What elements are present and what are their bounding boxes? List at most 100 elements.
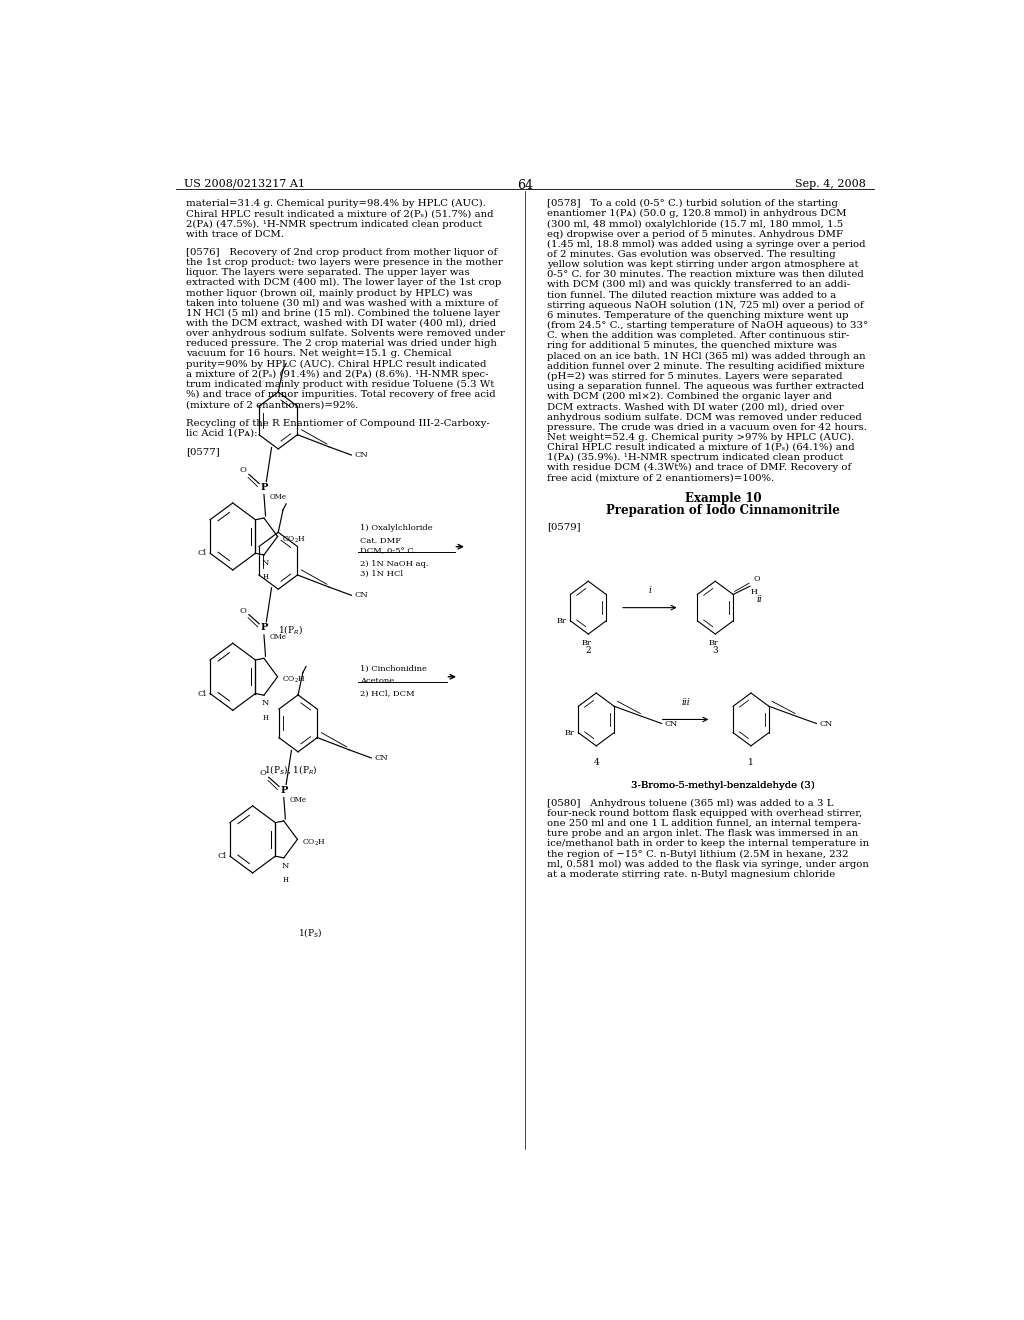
Text: 2) 1N NaOH aq.: 2) 1N NaOH aq.: [359, 560, 428, 568]
Text: OMe: OMe: [290, 796, 306, 804]
Text: of 2 minutes. Gas evolution was observed. The resulting: of 2 minutes. Gas evolution was observed…: [547, 249, 836, 259]
Text: placed on an ice bath. 1N HCl (365 ml) was added through an: placed on an ice bath. 1N HCl (365 ml) w…: [547, 351, 865, 360]
Text: the 1st crop product: two layers were presence in the mother: the 1st crop product: two layers were pr…: [186, 257, 503, 267]
Text: 3: 3: [713, 647, 718, 655]
Text: with residue DCM (4.3Wt%) and trace of DMF. Recovery of: with residue DCM (4.3Wt%) and trace of D…: [547, 463, 851, 473]
Text: H: H: [262, 714, 268, 722]
Text: $\mathregular{CO_2H}$: $\mathregular{CO_2H}$: [283, 535, 306, 545]
Text: i: i: [648, 586, 651, 595]
Text: 1(P$_R$): 1(P$_R$): [279, 623, 303, 636]
Text: stirring aqueous NaOH solution (1N, 725 ml) over a period of: stirring aqueous NaOH solution (1N, 725 …: [547, 301, 864, 310]
Text: Br: Br: [709, 639, 719, 647]
Text: with trace of DCM.: with trace of DCM.: [186, 230, 284, 239]
Text: purity=90% by HPLC (AUC). Chiral HPLC result indicated: purity=90% by HPLC (AUC). Chiral HPLC re…: [186, 359, 486, 368]
Text: Preparation of Iodo Cinnamonitrile: Preparation of Iodo Cinnamonitrile: [606, 504, 840, 517]
Text: CN: CN: [819, 719, 833, 727]
Text: [0577]: [0577]: [186, 447, 220, 455]
Text: 1N HCl (5 ml) and brine (15 ml). Combined the toluene layer: 1N HCl (5 ml) and brine (15 ml). Combine…: [186, 309, 500, 318]
Text: O: O: [259, 770, 266, 777]
Text: ml, 0.581 mol) was added to the flask via syringe, under argon: ml, 0.581 mol) was added to the flask vi…: [547, 859, 869, 869]
Text: the region of −15° C. n-Butyl lithium (2.5M in hexane, 232: the region of −15° C. n-Butyl lithium (2…: [547, 850, 849, 859]
Text: 0-5° C. for 30 minutes. The reaction mixture was then diluted: 0-5° C. for 30 minutes. The reaction mix…: [547, 271, 864, 280]
Text: $\mathregular{CO_2H}$: $\mathregular{CO_2H}$: [283, 675, 306, 685]
Text: 1(P$_S$), 1(P$_R$): 1(P$_S$), 1(P$_R$): [264, 763, 317, 776]
Text: P: P: [260, 623, 267, 632]
Text: Example 10: Example 10: [685, 492, 762, 504]
Text: 3-Bromo-5-methyl-benzaldehyde (3): 3-Bromo-5-methyl-benzaldehyde (3): [631, 780, 815, 789]
Text: [0576]   Recovery of 2nd crop product from mother liquor of: [0576] Recovery of 2nd crop product from…: [186, 248, 498, 257]
Text: ii: ii: [757, 595, 762, 605]
Text: mother liquor (brown oil, mainly product by HPLC) was: mother liquor (brown oil, mainly product…: [186, 289, 472, 297]
Text: yellow solution was kept stirring under argon atmosphere at: yellow solution was kept stirring under …: [547, 260, 858, 269]
Text: tion funnel. The diluted reaction mixture was added to a: tion funnel. The diluted reaction mixtur…: [547, 290, 837, 300]
Text: enantiomer 1(Pᴀ) (50.0 g, 120.8 mmol) in anhydrous DCM: enantiomer 1(Pᴀ) (50.0 g, 120.8 mmol) in…: [547, 210, 847, 218]
Text: Br: Br: [564, 729, 574, 737]
Text: 6 minutes. Temperature of the quenching mixture went up: 6 minutes. Temperature of the quenching …: [547, 312, 849, 319]
Text: 1(P$_S$): 1(P$_S$): [298, 925, 323, 939]
Text: using a separation funnel. The aqueous was further extracted: using a separation funnel. The aqueous w…: [547, 381, 864, 391]
Text: US 2008/0213217 A1: US 2008/0213217 A1: [183, 178, 304, 189]
Text: N: N: [262, 700, 269, 708]
Text: CN: CN: [354, 591, 369, 599]
Text: 1) Oxalylchloride: 1) Oxalylchloride: [359, 524, 432, 532]
Text: 2: 2: [586, 647, 591, 655]
Text: ture probe and an argon inlet. The flask was immersed in an: ture probe and an argon inlet. The flask…: [547, 829, 858, 838]
Text: reduced pressure. The 2 crop material was dried under high: reduced pressure. The 2 crop material wa…: [186, 339, 497, 348]
Text: Cl: Cl: [218, 853, 226, 861]
Text: 3) 1N HCl: 3) 1N HCl: [359, 570, 402, 578]
Text: extracted with DCM (400 ml). The lower layer of the 1st crop: extracted with DCM (400 ml). The lower l…: [186, 279, 502, 288]
Text: one 250 ml and one 1 L addition funnel, an internal tempera-: one 250 ml and one 1 L addition funnel, …: [547, 818, 861, 828]
Text: eq) dropwise over a period of 5 minutes. Anhydrous DMF: eq) dropwise over a period of 5 minutes.…: [547, 230, 843, 239]
Text: vacuum for 16 hours. Net weight=15.1 g. Chemical: vacuum for 16 hours. Net weight=15.1 g. …: [186, 350, 452, 359]
Text: O: O: [240, 607, 247, 615]
Text: trum indicated mainly product with residue Toluene (5.3 Wt: trum indicated mainly product with resid…: [186, 380, 495, 389]
Text: taken into toluene (30 ml) and was washed with a mixture of: taken into toluene (30 ml) and was washe…: [186, 298, 498, 308]
Text: CN: CN: [354, 451, 369, 459]
Text: H: H: [751, 589, 758, 597]
Text: lic Acid 1(Pᴀ):: lic Acid 1(Pᴀ):: [186, 429, 257, 438]
Text: N: N: [262, 558, 269, 568]
Text: H: H: [262, 573, 268, 581]
Text: 3-Bromo-5-methyl-benzaldehyde (3): 3-Bromo-5-methyl-benzaldehyde (3): [631, 780, 815, 789]
Text: with DCM (300 ml) and was quickly transferred to an addi-: with DCM (300 ml) and was quickly transf…: [547, 280, 850, 289]
Text: C. when the addition was completed. After continuous stir-: C. when the addition was completed. Afte…: [547, 331, 849, 341]
Text: Cl: Cl: [198, 549, 207, 557]
Text: [0578]   To a cold (0-5° C.) turbid solution of the starting: [0578] To a cold (0-5° C.) turbid soluti…: [547, 199, 838, 209]
Text: Cat. DMF: Cat. DMF: [359, 536, 400, 545]
Text: 1(Pᴀ) (35.9%). ¹H-NMR spectrum indicated clean product: 1(Pᴀ) (35.9%). ¹H-NMR spectrum indicated…: [547, 453, 844, 462]
Text: ring for additional 5 minutes, the quenched mixture was: ring for additional 5 minutes, the quenc…: [547, 342, 837, 350]
Text: Acetone: Acetone: [359, 677, 394, 685]
Text: material=31.4 g. Chemical purity=98.4% by HPLC (AUC).: material=31.4 g. Chemical purity=98.4% b…: [186, 199, 486, 209]
Text: liquor. The layers were separated. The upper layer was: liquor. The layers were separated. The u…: [186, 268, 470, 277]
Text: DCM, 0-5° C.: DCM, 0-5° C.: [359, 546, 416, 554]
Text: (300 ml, 48 mmol) oxalylchloride (15.7 ml, 180 mmol, 1.5: (300 ml, 48 mmol) oxalylchloride (15.7 m…: [547, 219, 843, 228]
Text: 2(Pᴀ) (47.5%). ¹H-NMR spectrum indicated clean product: 2(Pᴀ) (47.5%). ¹H-NMR spectrum indicated…: [186, 219, 482, 228]
Text: [0579]: [0579]: [547, 523, 581, 531]
Text: free acid (mixture of 2 enantiomers)=100%.: free acid (mixture of 2 enantiomers)=100…: [547, 474, 774, 483]
Text: four-neck round bottom flask equipped with overhead stirrer,: four-neck round bottom flask equipped wi…: [547, 809, 862, 818]
Text: P: P: [260, 483, 267, 492]
Text: anhydrous sodium sulfate. DCM was removed under reduced: anhydrous sodium sulfate. DCM was remove…: [547, 412, 862, 421]
Text: over anhydrous sodium sulfate. Solvents were removed under: over anhydrous sodium sulfate. Solvents …: [186, 329, 505, 338]
Text: CN: CN: [375, 754, 388, 762]
Text: iii: iii: [681, 698, 690, 708]
Text: DCM extracts. Washed with DI water (200 ml), dried over: DCM extracts. Washed with DI water (200 …: [547, 403, 844, 412]
Text: 1: 1: [749, 758, 754, 767]
Text: with the DCM extract, washed with DI water (400 ml), dried: with the DCM extract, washed with DI wat…: [186, 319, 496, 327]
Text: 4: 4: [593, 758, 599, 767]
Text: %) and trace of minor impurities. Total recovery of free acid: %) and trace of minor impurities. Total …: [186, 391, 496, 399]
Text: a mixture of 2(Pₛ) (91.4%) and 2(Pᴀ) (8.6%). ¹H-NMR spec-: a mixture of 2(Pₛ) (91.4%) and 2(Pᴀ) (8.…: [186, 370, 488, 379]
Text: (pH=2) was stirred for 5 minutes. Layers were separated: (pH=2) was stirred for 5 minutes. Layers…: [547, 372, 843, 381]
Text: 64: 64: [517, 178, 532, 191]
Text: Br: Br: [557, 616, 566, 624]
Text: 1) Cinchonidine: 1) Cinchonidine: [359, 664, 427, 673]
Text: OMe: OMe: [269, 632, 287, 642]
Text: Net weight=52.4 g. Chemical purity >97% by HPLC (AUC).: Net weight=52.4 g. Chemical purity >97% …: [547, 433, 854, 442]
Text: (1.45 ml, 18.8 mmol) was added using a syringe over a period: (1.45 ml, 18.8 mmol) was added using a s…: [547, 240, 865, 249]
Text: Recycling of the R Enantiomer of Compound III-2-Carboxy-: Recycling of the R Enantiomer of Compoun…: [186, 418, 489, 428]
Text: $\mathregular{CO_2H}$: $\mathregular{CO_2H}$: [302, 837, 327, 847]
Text: addition funnel over 2 minute. The resulting acidified mixture: addition funnel over 2 minute. The resul…: [547, 362, 865, 371]
Text: at a moderate stirring rate. n-Butyl magnesium chloride: at a moderate stirring rate. n-Butyl mag…: [547, 870, 836, 879]
Text: (mixture of 2 enantiomers)=92%.: (mixture of 2 enantiomers)=92%.: [186, 400, 358, 409]
Text: ice/methanol bath in order to keep the internal temperature in: ice/methanol bath in order to keep the i…: [547, 840, 869, 849]
